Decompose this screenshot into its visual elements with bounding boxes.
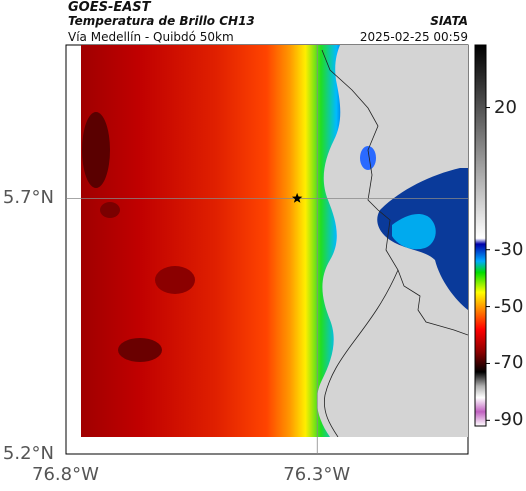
satellite-title: GOES-EAST — [68, 0, 151, 15]
brightness-temperature-field — [81, 45, 468, 437]
product-title: Temperatura de Brillo CH13 — [68, 14, 255, 28]
region-label: Vía Medellín - Quibdó 50km — [68, 30, 234, 44]
latitude-tick-label: 5.2°N — [2, 443, 54, 464]
longitude-tick-label: 76.3°W — [283, 464, 351, 485]
colorbar-ticks — [486, 107, 490, 421]
cold-cloud-blob — [100, 202, 120, 218]
colorbar — [474, 44, 487, 427]
organization-label: SIATA — [430, 14, 468, 28]
cloud-patch — [392, 214, 436, 250]
cold-cloud-blob — [118, 338, 162, 362]
cloud-patch — [360, 146, 376, 170]
latitude-tick-label: 5.7°N — [2, 187, 54, 209]
colorbar-tick-label: -90 — [494, 409, 524, 431]
colorbar-tick-label: -30 — [494, 238, 524, 260]
cold-cloud-blob — [155, 266, 195, 294]
gridlines — [66, 45, 468, 454]
longitude-tick-label: 76.8°W — [32, 464, 99, 485]
cold-cloud-blob — [82, 112, 110, 188]
colorbar-tick-label: -70 — [494, 352, 524, 374]
coastline — [321, 49, 468, 336]
border-line — [323, 269, 399, 437]
datetime-label: 2025-02-25 00:59 — [359, 30, 468, 44]
colorbar-tick-label: -50 — [494, 295, 524, 317]
station-marker — [291, 192, 303, 203]
colorbar-tick-label: 20 — [494, 96, 517, 118]
station-star-icon — [291, 192, 303, 203]
